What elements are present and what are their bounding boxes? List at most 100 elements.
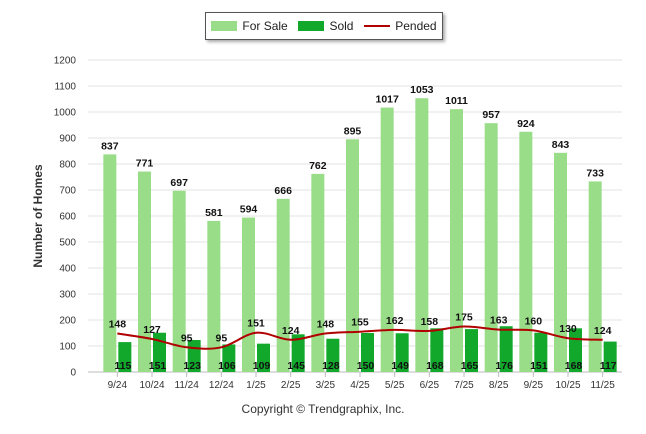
x-tick-label: 1/25: [246, 380, 266, 391]
for-sale-swatch: [211, 21, 238, 31]
pended-data-label: 148: [109, 319, 127, 331]
sold-data-label: 151: [530, 360, 548, 372]
sold-bar: [291, 334, 305, 372]
pended-data-label: 148: [317, 319, 335, 331]
for-sale-data-label: 771: [136, 158, 154, 170]
sold-bar: [257, 343, 270, 372]
for-sale-bar: [554, 152, 567, 372]
pended-swatch: [364, 25, 391, 27]
for-sale-data-label: 733: [586, 167, 604, 179]
sold-data-label: 117: [600, 360, 617, 372]
for-sale-bar: [138, 171, 151, 372]
sold-bar: [118, 342, 132, 372]
pended-data-label: 95: [181, 332, 193, 344]
for-sale-bar: [450, 109, 463, 372]
for-sale-bar: [346, 139, 359, 372]
x-tick-label: 10/25: [555, 380, 580, 391]
copyright-text: Copyright © Trendgraphix, Inc.: [241, 402, 405, 416]
x-tick-label: 5/25: [385, 380, 405, 391]
for-sale-data-label: 697: [170, 177, 188, 189]
for-sale-bar: [484, 123, 498, 373]
for-sale-data-label: 762: [309, 160, 327, 172]
legend-item-for-sale[interactable]: For Sale: [211, 19, 288, 33]
sold-data-label: 123: [183, 360, 201, 372]
for-sale-bar: [380, 107, 394, 372]
y-tick-label: 300: [59, 290, 76, 301]
sold-data-label: 106: [218, 360, 236, 372]
for-sale-data-label: 1011: [445, 95, 468, 107]
for-sale-bar: [519, 131, 533, 372]
sold-data-label: 145: [287, 360, 305, 372]
x-tick-label: 11/24: [175, 380, 200, 391]
sold-bar: [361, 333, 374, 372]
pended-data-label: 95: [215, 332, 227, 344]
for-sale-data-label: 666: [274, 185, 292, 197]
legend-item-pended[interactable]: Pended: [364, 19, 437, 33]
pended-data-label: 130: [559, 323, 577, 335]
sold-data-label: 168: [565, 360, 583, 372]
for-sale-bar: [415, 98, 429, 372]
pended-line: [117, 325, 603, 350]
for-sale-data-label: 843: [552, 139, 570, 151]
sold-bar: [534, 332, 548, 372]
y-tick-label: 0: [70, 368, 76, 379]
for-sale-bar: [311, 173, 325, 372]
sold-bar: [430, 328, 444, 372]
y-tick-label: 500: [59, 238, 76, 249]
y-tick-label: 100: [59, 342, 76, 353]
for-sale-bar: [103, 154, 117, 372]
x-tick-label: 11/25: [591, 380, 616, 391]
x-tick-label: 8/25: [489, 380, 509, 391]
y-axis-title: Number of Homes: [31, 164, 45, 268]
for-sale-bar: [276, 198, 290, 372]
pended-data-label: 175: [455, 312, 473, 324]
for-sale-bar: [242, 217, 255, 372]
pended-data-label: 124: [594, 325, 612, 337]
sold-bar: [499, 326, 513, 372]
x-tick-label: 10/24: [139, 380, 164, 391]
x-tick-label: 12/24: [209, 380, 234, 391]
for-sale-bar: [207, 220, 221, 372]
sold-bar: [222, 344, 236, 372]
sold-data-label: 109: [253, 360, 271, 372]
sold-swatch: [298, 21, 325, 31]
x-tick-label: 7/25: [454, 380, 474, 391]
y-tick-label: 1000: [54, 108, 77, 119]
pended-data-label: 127: [143, 324, 161, 336]
sold-data-label: 150: [357, 360, 375, 372]
for-sale-data-label: 1017: [375, 94, 399, 106]
x-tick-label: 6/25: [420, 380, 440, 391]
pended-data-label: 160: [525, 315, 543, 327]
y-tick-label: 700: [59, 186, 76, 197]
x-tick-label: 9/24: [108, 380, 128, 391]
legend-item-sold[interactable]: Sold: [298, 19, 353, 33]
for-sale-data-label: 1053: [410, 84, 434, 96]
pended-data-label: 158: [421, 316, 439, 328]
for-sale-data-label: 581: [205, 207, 223, 219]
for-sale-data-label: 837: [101, 140, 119, 152]
y-tick-label: 400: [59, 264, 76, 275]
y-tick-label: 800: [59, 160, 76, 171]
sold-data-label: 149: [391, 360, 409, 372]
sold-data-label: 115: [114, 360, 131, 372]
x-tick-label: 4/25: [350, 380, 370, 391]
for-sale-data-label: 957: [482, 109, 500, 121]
for-sale-bar: [588, 181, 602, 372]
sold-bar: [603, 341, 617, 372]
sold-data-label: 165: [461, 360, 479, 372]
sold-bar: [395, 333, 409, 372]
pended-data-label: 162: [386, 315, 404, 327]
legend-label-for-sale: For Sale: [242, 19, 288, 33]
for-sale-data-label: 924: [517, 118, 535, 130]
sold-data-label: 168: [426, 360, 444, 372]
legend-label-sold: Sold: [329, 19, 354, 33]
x-tick-label: 2/25: [281, 380, 301, 391]
y-tick-label: 1100: [54, 82, 76, 93]
for-sale-data-label: 895: [344, 125, 362, 137]
x-tick-label: 3/25: [316, 380, 336, 391]
pended-data-label: 151: [247, 318, 265, 330]
for-sale-bar: [172, 190, 186, 372]
y-tick-label: 600: [59, 212, 76, 223]
y-tick-label: 900: [59, 134, 76, 145]
